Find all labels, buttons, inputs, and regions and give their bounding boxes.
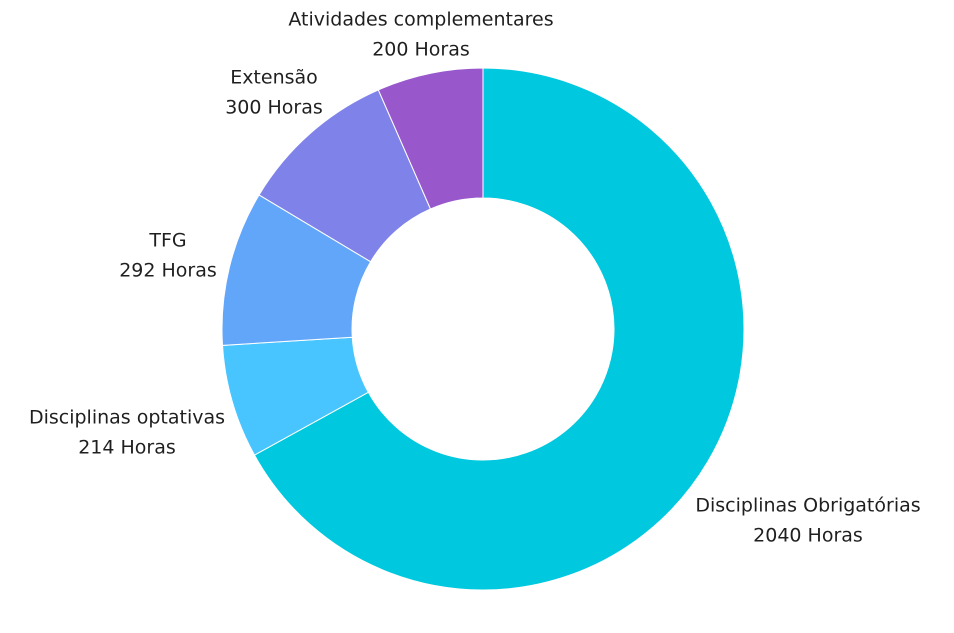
slice-name-label: TFG xyxy=(148,230,186,252)
slice-name-label: Disciplinas Obrigatórias xyxy=(695,495,920,517)
slice-value-label: 2040 Horas xyxy=(753,525,863,547)
slice-value-label: 200 Horas xyxy=(372,39,470,61)
slice-atividades-complementares xyxy=(377,67,484,210)
slice-disciplinas-obrigatorias xyxy=(253,67,745,591)
labels-group: Disciplinas Obrigatórias 2040 Horas Discip… xyxy=(29,9,921,547)
slice-value-label: 214 Horas xyxy=(78,437,176,459)
slice-value-label: 292 Horas xyxy=(119,260,217,282)
slice-name-label: Extensão xyxy=(230,67,318,89)
slice-name-label: Disciplinas optativas xyxy=(29,407,225,429)
slice-name-label: Atividades complementares xyxy=(288,9,553,31)
slice-value-label: 300 Horas xyxy=(225,97,323,119)
slices-group xyxy=(221,67,745,591)
